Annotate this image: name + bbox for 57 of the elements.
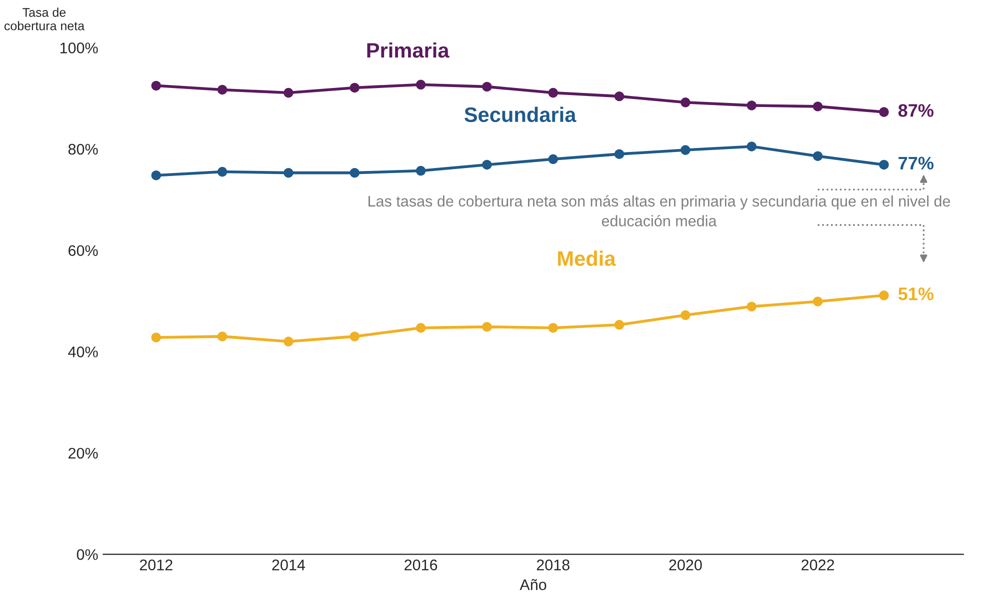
- x-tick-label: 2014: [272, 560, 306, 570]
- point: [350, 168, 360, 178]
- x-axis-title: Año: [520, 579, 546, 590]
- point: [482, 82, 492, 92]
- point: [879, 160, 889, 170]
- point: [614, 320, 624, 330]
- point: [151, 80, 162, 91]
- point: [812, 102, 823, 112]
- x-tick-label: 2022: [802, 560, 834, 570]
- data-label: 87%: [898, 104, 934, 117]
- x-tick-label: 2016: [404, 560, 438, 570]
- point: [680, 310, 690, 320]
- point: [416, 166, 426, 176]
- point: [350, 82, 360, 93]
- annotation: Las tasas de cobertura neta son más altas en primaria y secundaria que en el nivel de educación media: [368, 195, 950, 226]
- series-label: Secundaria: [464, 106, 576, 122]
- x-tick-label: 2012: [140, 560, 172, 570]
- point: [614, 149, 624, 159]
- point: [482, 322, 492, 332]
- point: [217, 166, 228, 177]
- point: [548, 322, 558, 333]
- y-tick-label: 60%: [68, 245, 98, 256]
- point: [284, 336, 294, 346]
- x-tick-label: 2018: [536, 560, 570, 570]
- data-label: 51%: [898, 288, 934, 300]
- text: Media: [558, 250, 616, 266]
- y-tick-label: 80%: [68, 144, 98, 155]
- point: [548, 154, 558, 164]
- point: [680, 145, 690, 155]
- point: [746, 302, 756, 312]
- point: [879, 290, 889, 300]
- point: [350, 332, 360, 342]
- point: [217, 332, 228, 342]
- point: [746, 100, 756, 110]
- point: [812, 151, 823, 161]
- point: [284, 168, 294, 178]
- point: [284, 88, 294, 98]
- series-label: Primaria: [367, 42, 450, 58]
- point: [416, 322, 426, 333]
- y-axis-title: Tasa de cobertura neta: [4, 8, 85, 30]
- y-tick-label: 20%: [68, 448, 98, 459]
- point: [812, 296, 823, 306]
- point: [614, 91, 624, 102]
- point: [416, 80, 426, 90]
- y-tick-label: 40%: [68, 346, 98, 358]
- y-tick-label: 100%: [60, 42, 98, 54]
- y-tick-label: 0%: [76, 549, 98, 560]
- point: [217, 84, 228, 95]
- point: [548, 88, 558, 98]
- point: [151, 170, 162, 180]
- x-tick-label: 2020: [669, 560, 702, 570]
- point: [680, 98, 690, 108]
- point: [746, 142, 756, 152]
- data-label: 77%: [898, 156, 934, 170]
- point: [151, 332, 162, 342]
- point: [482, 160, 492, 170]
- point: [879, 107, 889, 117]
